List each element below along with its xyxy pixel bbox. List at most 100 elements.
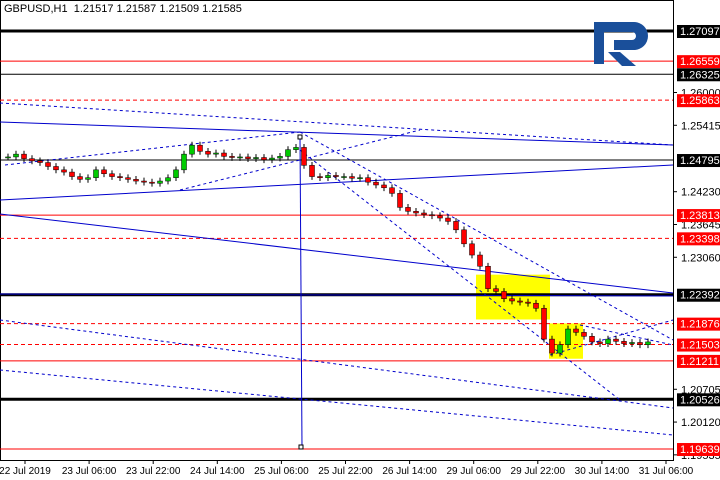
candle <box>77 176 83 180</box>
candle <box>637 342 643 345</box>
price-level-label: 1.23398 <box>680 233 720 245</box>
price-level-label: 1.24795 <box>680 155 720 167</box>
candle <box>445 217 451 222</box>
candle <box>61 169 67 173</box>
trend-line <box>179 129 421 191</box>
price-level-label: 1.25863 <box>680 95 720 107</box>
price-tick-label: 1.20705 <box>681 384 720 396</box>
candle <box>557 344 563 354</box>
price-level-box <box>677 94 720 108</box>
candle <box>621 341 627 344</box>
candle <box>5 156 11 159</box>
price-tick-label: 1.23645 <box>681 219 720 231</box>
candle <box>565 328 571 345</box>
candle <box>149 181 155 184</box>
price-level-label: 1.21503 <box>680 340 720 352</box>
candle <box>413 211 419 214</box>
price-level-box <box>677 154 720 168</box>
candle <box>581 332 587 337</box>
price-level-label: 1.23813 <box>680 210 720 222</box>
price-level-label: 1.19639 <box>680 444 720 456</box>
trend-line <box>0 121 674 146</box>
price-tick-label: 1.23060 <box>681 252 720 264</box>
ohlc-readout: 1.21517 1.21587 1.21509 1.21585 <box>73 3 242 15</box>
price-level-label: 1.20526 <box>680 394 720 406</box>
candle <box>229 156 235 158</box>
time-label: 23 Jul 06:00 <box>62 466 117 477</box>
candle <box>181 153 187 171</box>
chart-title: GBPUSD,H1 1.21517 1.21587 1.21509 1.2158… <box>4 3 242 15</box>
candle <box>53 166 59 171</box>
logo-r-leg <box>608 52 636 66</box>
trend-line <box>0 213 674 294</box>
anchor-point <box>297 134 303 140</box>
candle <box>613 338 619 342</box>
candle <box>325 175 331 178</box>
candle <box>381 184 387 189</box>
candle <box>429 214 435 217</box>
candle <box>13 153 19 158</box>
candle <box>645 341 651 345</box>
trend-line <box>299 136 303 448</box>
price-level-label: 1.26559 <box>680 56 720 68</box>
candle <box>277 156 283 159</box>
candle <box>117 176 123 178</box>
candle <box>501 291 507 300</box>
price-level-box <box>677 25 720 38</box>
candle <box>285 149 291 157</box>
candle <box>45 162 51 167</box>
candle <box>309 165 315 177</box>
price-level-box <box>677 55 720 69</box>
price-level-label: 1.21211 <box>680 356 719 368</box>
candle <box>437 215 443 219</box>
candle <box>125 177 131 180</box>
time-label: 23 Jul 22:00 <box>126 466 181 477</box>
candle <box>157 180 163 184</box>
candle <box>349 176 355 179</box>
candle <box>597 341 603 344</box>
candle <box>421 212 427 215</box>
candle <box>261 157 267 160</box>
candle <box>373 181 379 186</box>
time-label: 31 Jul 06:00 <box>639 466 694 477</box>
candle <box>21 153 27 159</box>
candle <box>629 342 635 344</box>
candle <box>341 176 347 178</box>
time-label: 30 Jul 14:00 <box>575 466 630 477</box>
candle <box>493 288 499 292</box>
candle <box>405 207 411 212</box>
time-label: 24 Jul 14:00 <box>190 466 245 477</box>
price-level-label: 1.27097 <box>680 26 720 38</box>
trend-line <box>0 102 674 146</box>
price-level-box <box>677 354 720 368</box>
candle <box>205 151 211 155</box>
candle <box>69 171 75 177</box>
price-level-box <box>677 317 720 331</box>
logo-r-mark <box>594 22 648 64</box>
candle <box>213 152 219 155</box>
trend-line <box>299 131 674 341</box>
trend-line <box>0 319 674 409</box>
candle <box>461 229 467 245</box>
candle <box>397 193 403 208</box>
time-label: 25 Jul 06:00 <box>254 466 309 477</box>
anchor-point <box>298 444 304 450</box>
candle <box>253 157 259 159</box>
candle <box>93 169 99 178</box>
candle <box>573 328 579 333</box>
candle <box>469 243 475 256</box>
price-level-label: 1.22392 <box>680 290 720 302</box>
candle <box>85 177 91 180</box>
price-level-box <box>677 443 720 457</box>
candle <box>477 254 483 267</box>
candle <box>589 336 595 343</box>
candle <box>165 177 171 182</box>
price-level-label: 1.21876 <box>680 319 720 331</box>
candle <box>453 221 459 231</box>
candle <box>101 169 107 175</box>
candle <box>301 147 307 166</box>
trend-line <box>299 149 621 401</box>
price-tick-label: 1.25415 <box>681 120 720 132</box>
